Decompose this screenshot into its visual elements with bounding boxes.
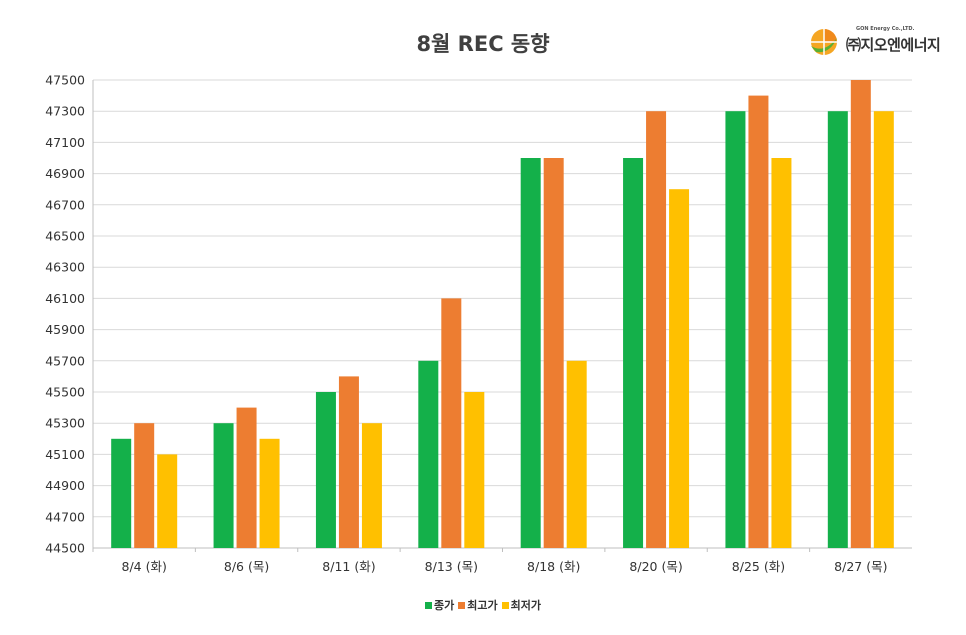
bar-종가 xyxy=(827,111,848,548)
bar-종가 xyxy=(418,360,439,548)
y-tick-label: 46300 xyxy=(45,260,85,275)
bar-최저가 xyxy=(464,392,485,548)
x-tick-label: 8/11 (화) xyxy=(322,559,375,574)
bar-최저가 xyxy=(669,189,690,548)
y-tick-label: 44700 xyxy=(45,509,85,524)
x-tick-label: 8/25 (화) xyxy=(732,559,785,574)
legend-item: 최고가 xyxy=(458,597,498,613)
bar-최고가 xyxy=(338,376,359,548)
logo-name: ㈜지오엔에너지 xyxy=(846,36,941,54)
legend-swatch xyxy=(501,602,509,609)
legend-item: 최저가 xyxy=(501,597,541,613)
bar-최고가 xyxy=(441,298,462,548)
legend-swatch xyxy=(425,602,432,609)
x-tick-label: 8/13 (목) xyxy=(425,559,478,574)
x-tick-label: 8/20 (목) xyxy=(629,559,682,574)
bar-종가 xyxy=(111,438,132,548)
bar-최고가 xyxy=(543,158,564,548)
y-tick-label: 44900 xyxy=(45,478,85,493)
legend-swatch xyxy=(458,602,466,609)
y-tick-label: 45100 xyxy=(45,447,85,462)
y-tick-label: 44500 xyxy=(45,541,85,556)
bar-종가 xyxy=(520,158,541,548)
bar-최고가 xyxy=(748,95,769,548)
y-tick-label: 47500 xyxy=(45,73,85,88)
y-tick-label: 45500 xyxy=(45,385,85,400)
x-tick-label: 8/4 (화) xyxy=(122,559,167,574)
legend-label: 최저가 xyxy=(510,599,541,612)
legend-label: 최고가 xyxy=(467,599,498,612)
bar-최저가 xyxy=(259,438,280,548)
y-tick-label: 46700 xyxy=(45,197,85,212)
bar-최저가 xyxy=(873,111,894,548)
y-tick-label: 46100 xyxy=(45,291,85,306)
y-tick-label: 45300 xyxy=(45,416,85,431)
bar-종가 xyxy=(213,423,234,548)
chart-legend: 종가 최고가 최저가 xyxy=(0,597,966,613)
y-tick-label: 46900 xyxy=(45,166,85,181)
x-tick-label: 8/18 (화) xyxy=(527,559,580,574)
logo-tagline: GON Energy Co.,LTD. xyxy=(856,26,915,32)
y-tick-label: 45700 xyxy=(45,353,85,368)
bar-최저가 xyxy=(361,423,382,548)
logo-icon xyxy=(811,29,837,55)
y-tick-label: 47300 xyxy=(45,104,85,119)
x-tick-label: 8/27 (목) xyxy=(834,559,887,574)
x-tick-label: 8/6 (목) xyxy=(224,559,269,574)
bar-최저가 xyxy=(771,158,792,548)
bar-종가 xyxy=(315,392,336,548)
legend-label: 종가 xyxy=(434,599,455,612)
bar-종가 xyxy=(623,158,644,548)
legend-item: 종가 xyxy=(425,597,454,613)
bar-최고가 xyxy=(236,407,257,548)
bar-종가 xyxy=(725,111,746,548)
y-tick-label: 46500 xyxy=(45,229,85,244)
chart-title: 8월 REC 동향 xyxy=(416,32,550,56)
y-tick-label: 47100 xyxy=(45,135,85,150)
bar-최저가 xyxy=(157,454,178,548)
bar-최고가 xyxy=(850,80,871,548)
bar-최고가 xyxy=(134,423,155,548)
bar-최저가 xyxy=(566,360,587,548)
bar-최고가 xyxy=(646,111,667,548)
y-tick-label: 45900 xyxy=(45,322,85,337)
